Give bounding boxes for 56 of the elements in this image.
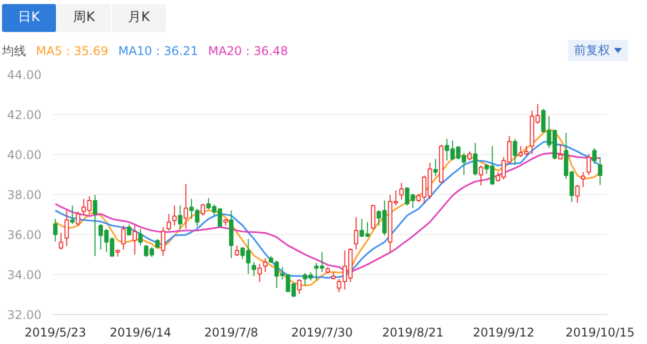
text: MA10 : 36.21 — [118, 44, 198, 58]
candlestick — [263, 258, 268, 273]
candlestick — [473, 142, 478, 176]
candlestick — [586, 153, 591, 176]
text: MA5 : 35.69 — [36, 44, 108, 58]
candlestick — [399, 182, 404, 200]
text: 日K — [2, 4, 56, 32]
candlestick — [297, 278, 302, 294]
candlestick — [558, 143, 563, 160]
text: 周K — [57, 4, 111, 32]
candlestick — [184, 183, 188, 230]
candlestick — [478, 165, 484, 186]
candlestick — [178, 205, 182, 230]
y-tick-label: 42.00 — [7, 108, 42, 122]
x-tick-label: 2019/9/12 — [472, 326, 534, 340]
candlestick — [132, 225, 137, 255]
candlestick — [64, 210, 69, 247]
x-tick-label: 2019/7/8 — [204, 326, 258, 340]
candlestick — [53, 218, 58, 242]
y-tick-label: 36.00 — [7, 228, 42, 242]
x-tick-label: 2019/10/15 — [566, 326, 635, 340]
candlestick — [598, 156, 602, 186]
y-tick-label: 32.00 — [7, 308, 42, 322]
y-tick-label: 40.00 — [7, 148, 42, 162]
candlestick — [580, 172, 586, 188]
candlestick — [257, 263, 262, 283]
candlestick — [234, 245, 240, 257]
candlestick — [92, 194, 98, 257]
x-tick-label: 2019/7/30 — [291, 326, 353, 340]
candlestick — [58, 232, 64, 250]
candlestick — [433, 158, 438, 177]
candlestick — [252, 262, 256, 277]
candlestick — [138, 228, 143, 246]
candlestick — [172, 205, 177, 226]
candlestick — [370, 204, 376, 230]
text: MA20 : 36.48 — [208, 44, 288, 58]
candlestick — [592, 148, 597, 164]
candlestick — [155, 238, 160, 249]
candlestick — [70, 205, 75, 224]
x-tick-label: 2019/5/23 — [24, 326, 86, 340]
y-tick-label: 44.00 — [7, 68, 42, 82]
x-tick-label: 2019/8/21 — [382, 326, 444, 340]
y-tick-label: 34.00 — [7, 268, 42, 282]
candlestick — [512, 138, 518, 166]
text: 月K — [112, 4, 166, 32]
x-tick-label: 2019/6/14 — [110, 326, 172, 340]
candlestick — [121, 225, 126, 250]
candlestick — [160, 226, 166, 257]
candlestick — [200, 203, 206, 216]
legend-title: 均线 — [2, 44, 26, 58]
y-tick-label: 38.00 — [7, 188, 42, 202]
candlestick — [166, 213, 172, 231]
candlestick — [354, 216, 358, 250]
candlestick — [76, 211, 80, 226]
candlestick — [575, 184, 580, 204]
text: 前复权 — [568, 40, 628, 62]
